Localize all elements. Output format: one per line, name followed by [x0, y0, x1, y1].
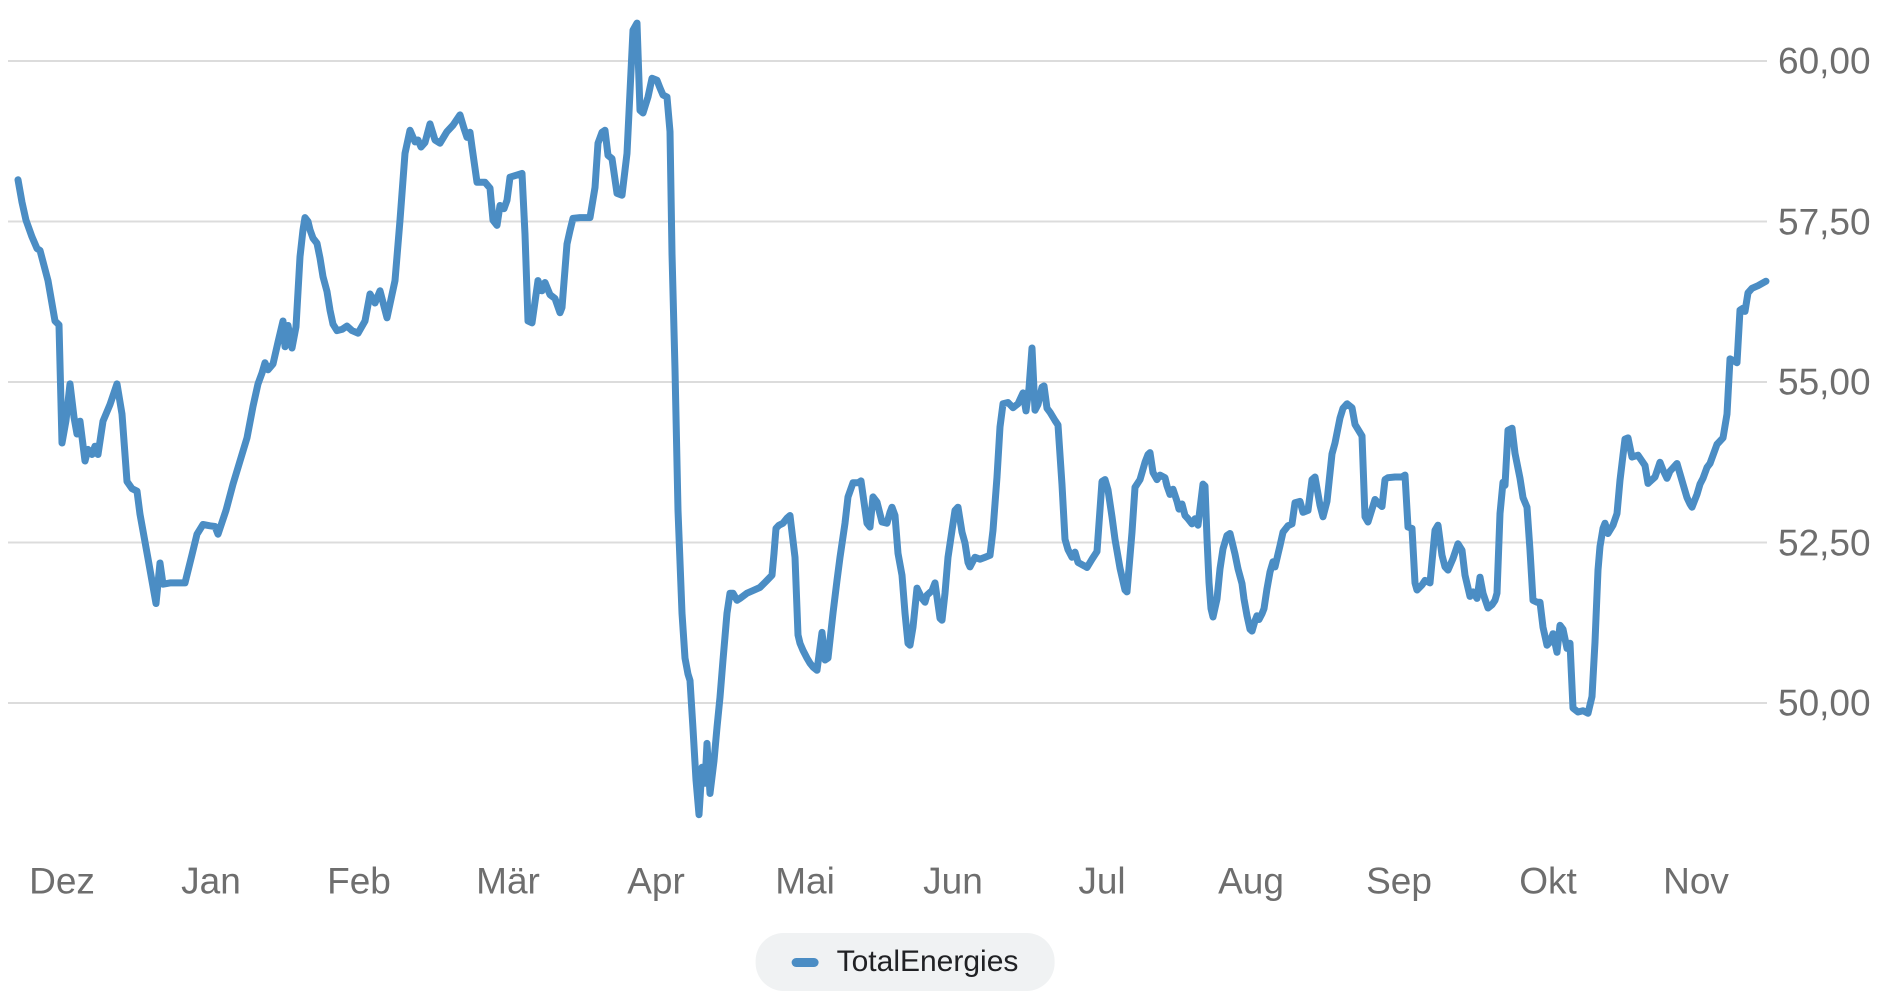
x-tick-label-nov: Nov: [1663, 860, 1729, 902]
series-marker-icon: [791, 957, 819, 967]
y-tick-label-52,50: 52,50: [1778, 522, 1871, 563]
y-tick-label-50,00: 50,00: [1778, 682, 1871, 724]
x-tick-label-jun: Jun: [923, 860, 983, 902]
legend-label: TotalEnergies: [836, 945, 1019, 978]
x-tick-label-sep: Sep: [1366, 860, 1432, 902]
x-tick-label-mai: Mai: [775, 860, 835, 902]
x-tick-label-jul: Jul: [1078, 860, 1126, 902]
legend-item-totalenergies[interactable]: TotalEnergies: [755, 933, 1055, 991]
gridlines: [8, 60, 1767, 704]
x-tick-label-apr: Apr: [627, 860, 685, 902]
y-tick-label-57,50: 57,50: [1778, 201, 1871, 242]
x-tick-label-jan: Jan: [181, 860, 241, 902]
x-tick-label-mär: Mär: [476, 860, 540, 902]
x-tick-label-aug: Aug: [1218, 860, 1284, 902]
y-tick-label-55,00: 55,00: [1778, 361, 1871, 403]
x-tick-label-okt: Okt: [1519, 860, 1577, 902]
y-tick-label-60,00: 60,00: [1778, 40, 1871, 82]
x-tick-label-dez: Dez: [29, 860, 95, 902]
price-line: [14, 19, 1770, 819]
x-tick-label-feb: Feb: [327, 860, 391, 902]
